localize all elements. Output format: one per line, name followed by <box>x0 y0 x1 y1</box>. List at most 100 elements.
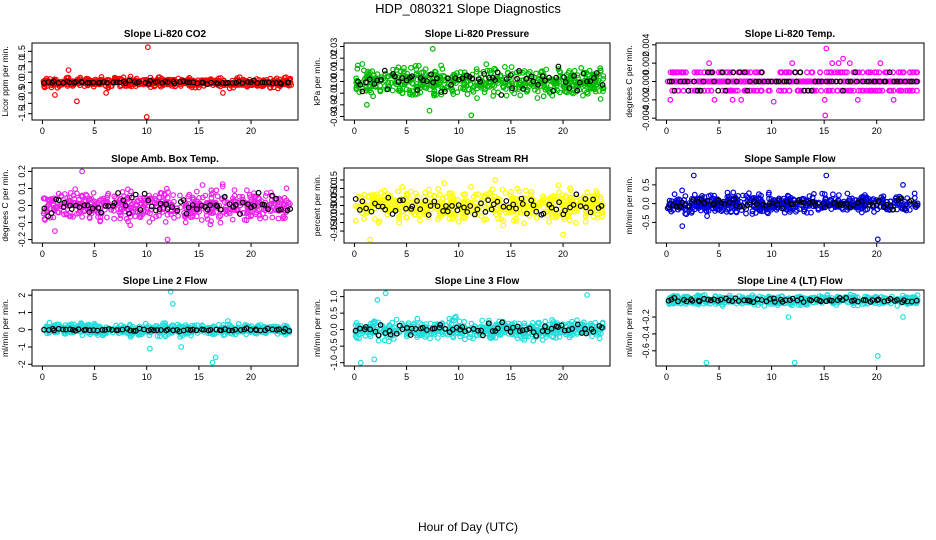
outlier-point <box>178 344 185 350</box>
data-point <box>584 89 590 96</box>
y-tick-label: -1.0 <box>17 96 27 112</box>
outlier-point <box>52 92 58 98</box>
y-tick-label: -0.03 <box>329 106 339 127</box>
data-point <box>526 83 533 90</box>
data-point <box>693 69 700 76</box>
y-tick-label: 0.5 <box>17 66 27 79</box>
outlier-point <box>52 228 58 235</box>
reference-point <box>555 63 562 70</box>
data-point <box>890 96 897 103</box>
y-tick-label: -0.01 <box>329 83 339 104</box>
reference-point <box>79 79 86 86</box>
data-point <box>729 87 736 94</box>
reference-point <box>430 79 437 86</box>
data-point <box>758 87 764 94</box>
reference-point <box>371 80 378 87</box>
reference-point <box>456 76 462 83</box>
outlier-point <box>679 223 686 230</box>
x-tick-label: 15 <box>506 372 516 382</box>
y-tick-label: 0.5 <box>329 307 339 320</box>
data-point <box>543 66 550 73</box>
data-point <box>530 337 537 344</box>
y-axis-label: ml/min per min. <box>624 176 634 234</box>
data-point <box>570 81 577 88</box>
reference-point <box>177 79 184 85</box>
data-point <box>826 87 833 94</box>
outlier-point <box>219 89 226 96</box>
data-point <box>724 87 731 94</box>
data-point <box>876 87 883 94</box>
data-point <box>467 81 474 88</box>
reference-point <box>562 79 569 85</box>
data-point <box>451 71 458 78</box>
reference-point <box>535 81 541 88</box>
data-point <box>750 87 757 94</box>
data-point <box>462 336 468 343</box>
data-point <box>410 80 417 87</box>
data-point <box>372 216 378 222</box>
reference-point <box>171 80 178 87</box>
data-point <box>867 69 874 76</box>
x-tick-label: 10 <box>767 249 777 259</box>
data-point <box>884 78 891 85</box>
data-point <box>858 87 864 94</box>
data-point <box>549 92 556 99</box>
reference-point <box>145 80 152 87</box>
x-tick-label: 15 <box>506 126 516 136</box>
reference-point <box>72 78 79 85</box>
reference-point <box>278 80 285 87</box>
data-point <box>176 192 183 199</box>
data-point <box>679 69 686 76</box>
data-point <box>854 96 861 103</box>
reference-point <box>132 191 139 198</box>
reference-point <box>142 79 149 86</box>
panel-3: Slope Li-820 Temp.degrees C per min.0 5 10… <box>624 29 925 136</box>
data-point <box>490 92 497 99</box>
reference-point <box>587 78 594 85</box>
reference-point <box>86 79 93 86</box>
x-tick-label: 5 <box>404 249 409 259</box>
series-points <box>665 291 921 366</box>
reference-point <box>374 77 381 84</box>
y-tick-label: 0.01 <box>329 61 339 79</box>
series-points <box>41 288 293 366</box>
x-tick-label: 15 <box>506 249 516 259</box>
data-point <box>909 69 916 76</box>
data-point <box>468 183 475 190</box>
reference-point <box>239 80 246 86</box>
reference-point <box>550 87 556 94</box>
data-point <box>565 69 572 76</box>
data-point <box>461 80 468 87</box>
data-point <box>214 193 221 200</box>
data-point <box>883 69 889 76</box>
data-point <box>484 67 491 74</box>
x-tick-label: 0 <box>352 126 357 136</box>
data-point <box>213 187 220 194</box>
data-point <box>592 82 599 89</box>
data-point <box>777 69 784 76</box>
data-point <box>382 70 389 77</box>
reference-point <box>183 79 190 85</box>
reference-point <box>259 79 266 86</box>
x-tick-label: 0 <box>664 126 669 136</box>
reference-point <box>255 189 262 196</box>
data-point <box>818 87 824 94</box>
data-point <box>403 86 410 93</box>
data-point <box>578 64 585 71</box>
data-point <box>460 85 467 92</box>
data-point <box>540 93 547 100</box>
data-point <box>171 214 177 221</box>
reference-point <box>359 88 366 95</box>
x-tick-label: 20 <box>246 249 256 259</box>
data-point <box>697 69 704 76</box>
outlier-point <box>374 297 381 303</box>
data-point <box>415 62 422 69</box>
data-point <box>193 188 200 195</box>
data-point <box>438 91 445 98</box>
data-point <box>401 64 407 71</box>
y-axis-label: ml/min per min. <box>624 299 634 357</box>
reference-point <box>229 80 236 86</box>
reference-point <box>384 86 391 93</box>
data-point <box>399 89 406 96</box>
